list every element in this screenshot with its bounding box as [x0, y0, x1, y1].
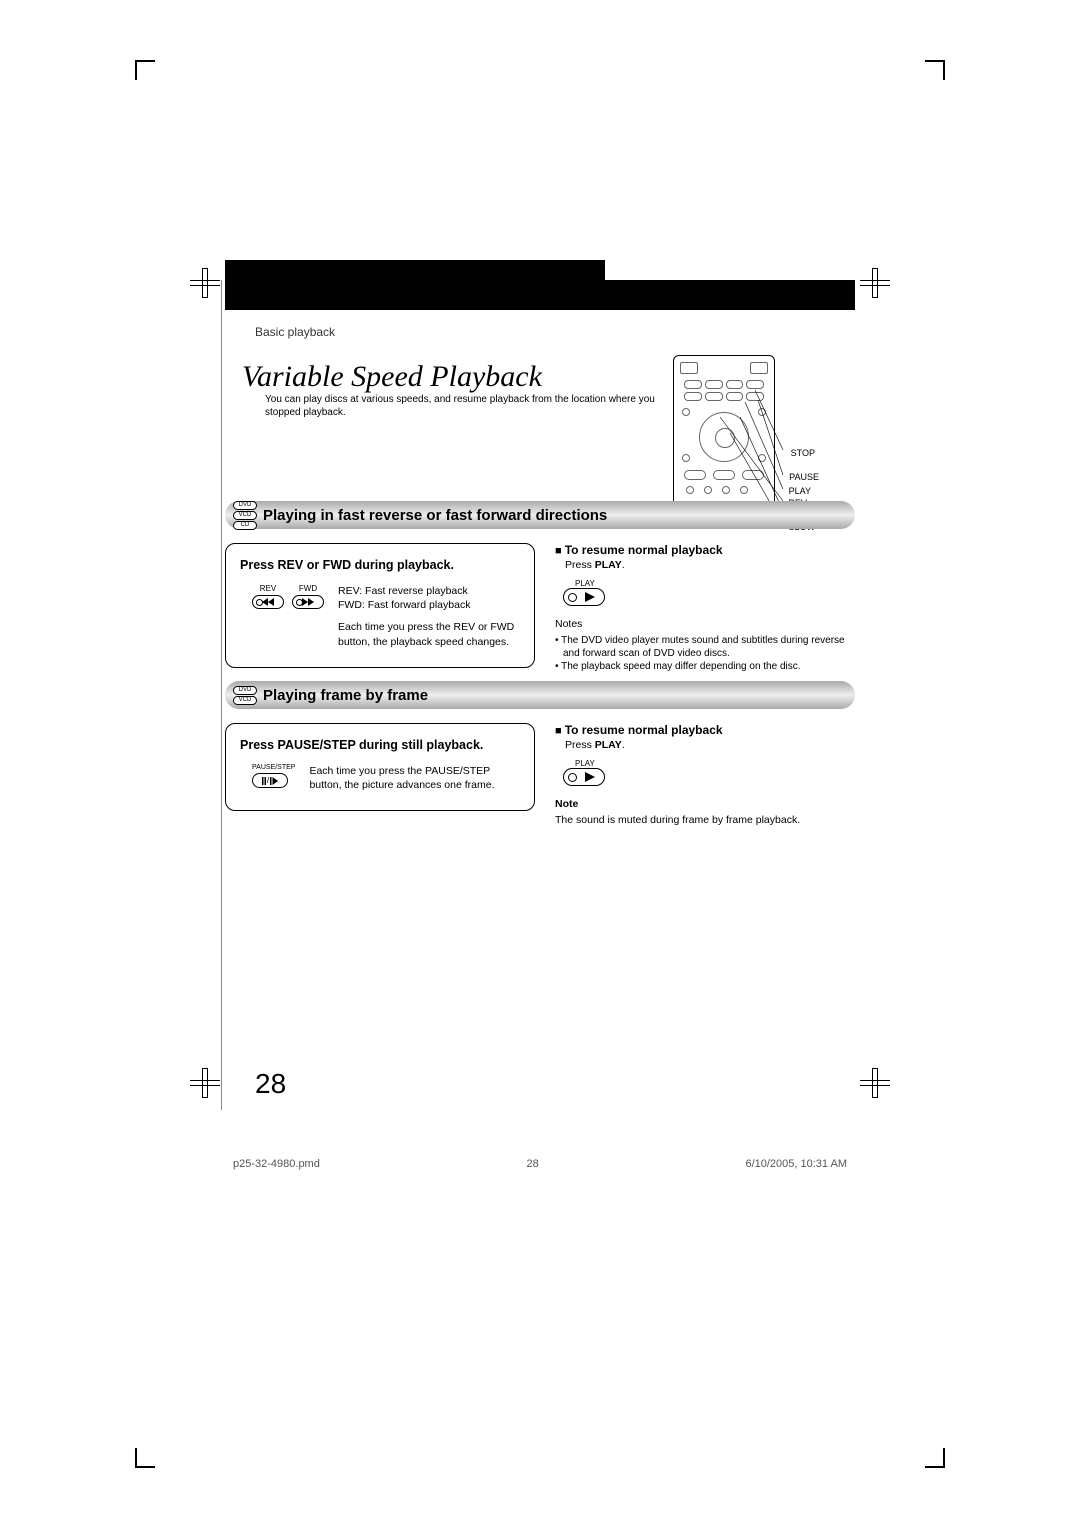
footer-timestamp: 6/10/2005, 10:31 AM [745, 1158, 847, 1170]
notes-heading: Notes [555, 618, 855, 630]
rev-button-icon: REV [252, 584, 284, 609]
notes-list: The DVD video player mutes sound and sub… [555, 634, 855, 673]
crop-mark [925, 1448, 945, 1468]
note-heading: Note [555, 798, 855, 810]
page-content: Basic playback Variable Speed Playback Y… [225, 280, 855, 1080]
fwd-desc: FWD: Fast forward playback [338, 598, 520, 612]
note-text: The sound is muted during frame by frame… [555, 814, 855, 826]
play-button-illustration: PLAY [563, 759, 855, 786]
section-heading-bar: DVD VCD Playing frame by frame [225, 681, 855, 709]
header-strip [225, 280, 855, 310]
registration-mark [202, 268, 208, 298]
crop-mark [135, 1448, 155, 1468]
page-number: 28 [255, 1068, 286, 1100]
left-margin-rule [220, 280, 222, 1110]
resume-heading: To resume normal playback [555, 723, 855, 737]
section-heading: Playing in fast reverse or fast forward … [263, 507, 607, 524]
registration-mark [202, 1068, 208, 1098]
rev-desc: REV: Fast reverse playback [338, 584, 520, 598]
page-title: Variable Speed Playback [242, 360, 542, 394]
registration-mark [872, 1068, 878, 1098]
section-fast-playback: DVD VCD CD Playing in fast reverse or fa… [225, 495, 855, 673]
breadcrumb: Basic playback [255, 325, 335, 339]
section-heading-bar: DVD VCD CD Playing in fast reverse or fa… [225, 501, 855, 529]
footer: p25-32-4980.pmd 28 6/10/2005, 10:31 AM [225, 1158, 855, 1170]
intro-text: You can play discs at various speeds, an… [265, 393, 665, 419]
play-button-illustration: PLAY [563, 579, 855, 606]
remote-label-pause: PAUSE [789, 472, 819, 482]
crop-mark [135, 60, 155, 80]
section-heading: Playing frame by frame [263, 687, 428, 704]
frame-para: Each time you press the PAUSE/STEP butto… [309, 764, 520, 792]
box-title: Press PAUSE/STEP during still playback. [240, 738, 520, 752]
footer-page: 28 [527, 1158, 539, 1170]
section-frame-by-frame: DVD VCD Playing frame by frame Press PAU… [225, 675, 855, 826]
resume-heading: To resume normal playback [555, 543, 855, 557]
speed-para: Each time you press the REV or FWD butto… [338, 620, 520, 648]
disc-type-icons: DVD VCD [233, 686, 257, 705]
disc-type-icons: DVD VCD CD [233, 501, 257, 530]
instruction-box: Press REV or FWD during playback. REV FW… [225, 543, 535, 668]
pause-step-icon: PAUSE/STEP / [252, 764, 295, 788]
instruction-box: Press PAUSE/STEP during still playback. … [225, 723, 535, 811]
remote-label-stop: STOP [791, 448, 815, 458]
registration-mark [872, 268, 878, 298]
box-title: Press REV or FWD during playback. [240, 558, 520, 572]
fwd-button-icon: FWD [292, 584, 324, 609]
crop-mark [925, 60, 945, 80]
footer-file: p25-32-4980.pmd [233, 1158, 320, 1170]
